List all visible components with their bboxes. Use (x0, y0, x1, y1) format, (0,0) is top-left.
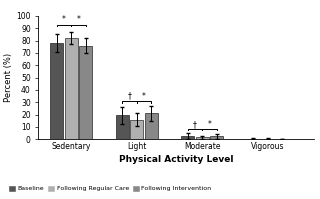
Bar (210, 136, 223, 139)
Text: *: * (207, 120, 211, 129)
Text: *: * (142, 92, 146, 101)
Text: *: * (76, 15, 80, 24)
X-axis label: Physical Activity Level: Physical Activity Level (119, 155, 233, 164)
Y-axis label: Percent (%): Percent (%) (4, 53, 13, 102)
Bar (79, 46, 92, 139)
Bar (196, 138, 209, 139)
Bar (130, 120, 143, 139)
Bar (65, 38, 78, 139)
Text: *: * (62, 15, 66, 24)
Bar (145, 113, 158, 139)
Text: †: † (128, 92, 132, 101)
Bar (116, 115, 129, 139)
Bar (181, 136, 194, 139)
Legend: Baseline, Following Regular Care, Following Intervention: Baseline, Following Regular Care, Follow… (6, 183, 214, 194)
Bar (50, 43, 63, 139)
Text: †: † (193, 120, 197, 129)
